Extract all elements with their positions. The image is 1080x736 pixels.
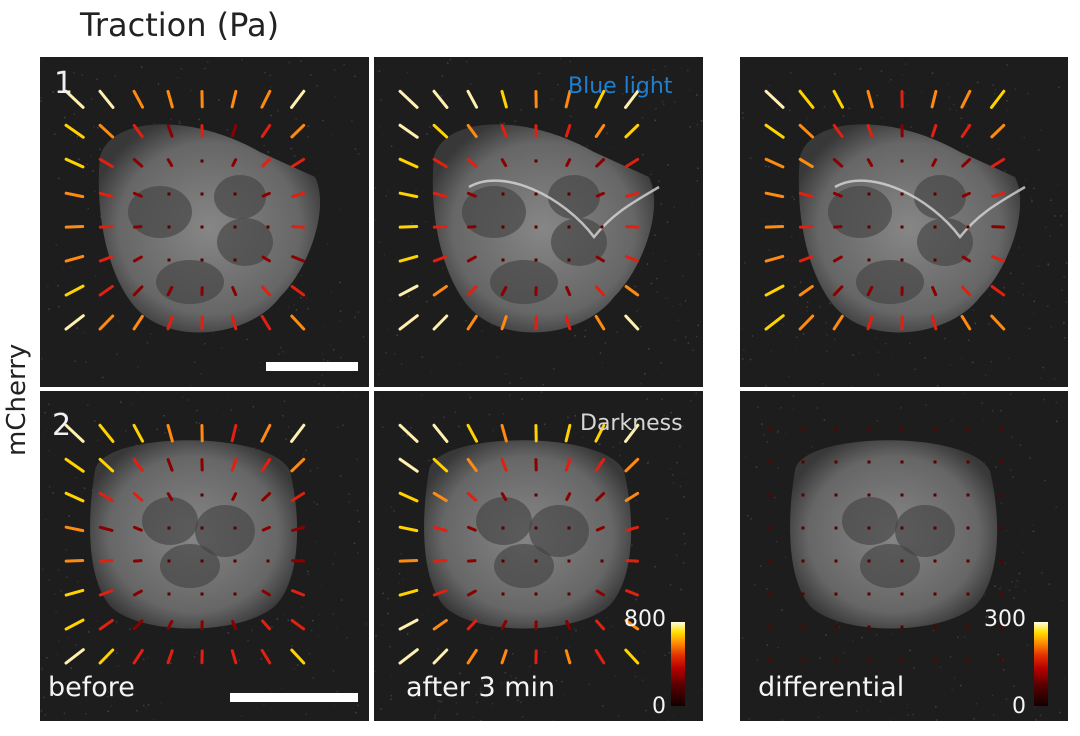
panel-row2-before xyxy=(40,391,369,721)
condition-label-darkness: Darkness xyxy=(580,411,683,436)
figure-title: Traction (Pa) xyxy=(80,6,280,44)
panel-row2-differential xyxy=(740,391,1068,721)
panel-row2-after xyxy=(374,391,703,721)
row-number-1: 1 xyxy=(54,66,74,101)
caption-differential: differential xyxy=(758,672,905,703)
caption-before: before xyxy=(48,672,135,703)
panel-row1-before xyxy=(40,57,369,387)
colorbar-traction-max: 800 xyxy=(624,607,666,632)
colorbar-traction-min: 0 xyxy=(652,694,666,719)
panel-image xyxy=(740,391,1068,721)
panel-image xyxy=(374,57,703,387)
y-axis-label: mCherry xyxy=(2,343,32,456)
panel-image xyxy=(40,391,369,721)
panel-image xyxy=(40,57,369,387)
panel-row1-differential xyxy=(740,57,1068,387)
colorbar-differential-min: 0 xyxy=(1012,694,1026,719)
row-number-2: 2 xyxy=(52,408,72,443)
scale-bar-row1 xyxy=(266,362,358,371)
panel-row1-after xyxy=(374,57,703,387)
panel-image xyxy=(374,391,703,721)
caption-after-3-min: after 3 min xyxy=(406,672,556,703)
colorbar-differential xyxy=(1034,622,1048,706)
scale-bar-row2 xyxy=(230,693,358,702)
colorbar-traction xyxy=(671,622,685,706)
condition-label-blue-light: Blue light xyxy=(568,74,673,99)
colorbar-differential-max: 300 xyxy=(984,607,1026,632)
panel-image xyxy=(740,57,1068,387)
